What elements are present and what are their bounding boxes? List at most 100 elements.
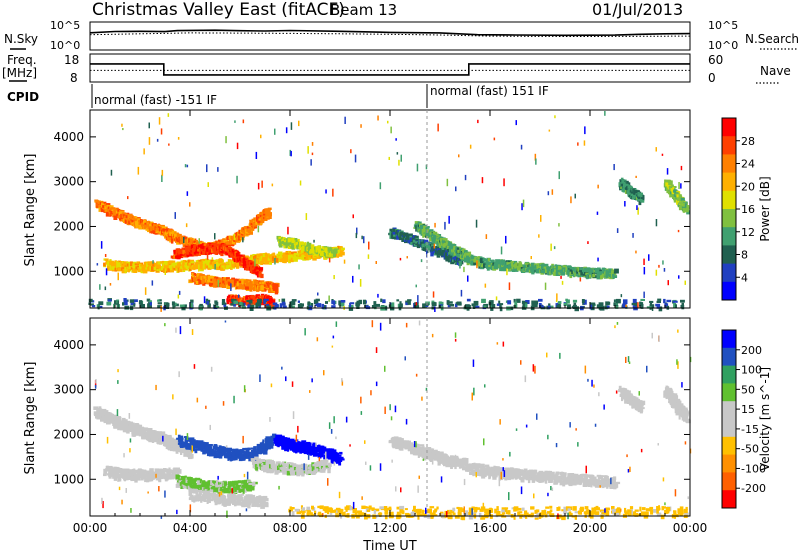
echo-cell	[228, 281, 232, 286]
echo-cell	[181, 248, 185, 251]
freq-tick-right-low: 0	[708, 71, 716, 85]
echo-cell	[214, 279, 217, 282]
echo-cell	[111, 262, 115, 267]
echo-cell	[451, 245, 454, 249]
echo-cell	[327, 247, 332, 252]
echo-cell	[557, 265, 561, 270]
echo-cell	[305, 255, 309, 261]
echo-cell	[306, 242, 312, 247]
freq-unit-label: [MHz]	[2, 66, 37, 80]
echo-cell	[668, 182, 671, 186]
echo-cell	[225, 265, 229, 270]
echo-cell	[223, 284, 227, 287]
echo-cell	[233, 278, 238, 284]
echo-cell	[522, 264, 526, 267]
echo-cell	[321, 246, 324, 249]
echo-cell	[285, 254, 291, 257]
echo-cell	[136, 261, 141, 264]
echo-cell	[162, 262, 166, 267]
echo-cell	[173, 250, 177, 254]
echo-cell	[207, 281, 211, 285]
echo-cell	[224, 250, 227, 254]
echo-cell	[534, 264, 538, 269]
echo-cell	[118, 212, 122, 215]
echo-cell	[552, 267, 557, 270]
echo-cell	[234, 285, 238, 290]
echo-cell	[172, 260, 175, 264]
echo-cell	[450, 253, 454, 257]
echo-cell	[203, 243, 207, 249]
echo-cell	[680, 197, 685, 201]
echo-cell	[456, 257, 460, 261]
echo-cell	[227, 264, 230, 269]
echo-cell	[193, 273, 196, 276]
noise-series-nsky	[89, 29, 691, 37]
echo-cell	[94, 199, 99, 202]
echo-cell	[296, 246, 301, 250]
echo-cell	[624, 183, 628, 188]
echo-cell	[430, 251, 434, 257]
echo-cell	[488, 261, 491, 265]
echo-cell	[117, 262, 121, 268]
echo-cell	[612, 276, 615, 279]
echo-cell	[198, 279, 203, 285]
echo-cell	[452, 259, 455, 262]
echo-cell	[237, 232, 240, 237]
echo-cell	[217, 282, 222, 286]
echo-cell	[407, 240, 411, 244]
echo-cell	[432, 236, 436, 242]
echo-cell	[682, 207, 686, 211]
echo-cell	[633, 190, 638, 195]
echo-cell	[390, 234, 393, 239]
echo-cell	[500, 260, 505, 265]
echo-cell	[635, 190, 640, 193]
echo-cell	[666, 180, 669, 184]
echo-cell	[226, 299, 230, 305]
echo-cell	[191, 248, 196, 252]
echo-cell	[188, 242, 193, 248]
echo-cell	[432, 251, 435, 255]
echo-cell	[245, 257, 249, 261]
echo-cell	[197, 248, 200, 252]
echo-cell	[177, 263, 180, 269]
echo-cell	[243, 278, 248, 282]
echo-cell	[191, 272, 195, 277]
echo-cell	[213, 242, 217, 246]
echo-cell	[291, 251, 295, 254]
echo-cell	[554, 269, 556, 273]
echo-cell	[412, 239, 416, 243]
echo-cell	[176, 255, 181, 260]
echo-cell	[199, 273, 202, 278]
echo-cell	[392, 228, 397, 232]
echo-cell	[495, 260, 500, 263]
echo-cell	[295, 242, 298, 245]
echo-cell	[299, 253, 303, 257]
echo-cell	[297, 256, 302, 260]
echo-cell	[223, 262, 226, 266]
echo-cell	[131, 217, 135, 221]
echo-cell	[456, 262, 461, 266]
echo-cell	[193, 245, 196, 248]
echo-cell	[215, 241, 220, 245]
echo-cell	[569, 271, 573, 275]
echo-cell	[669, 193, 672, 198]
echo-cell	[208, 263, 212, 268]
echo-cell	[586, 268, 589, 272]
echo-cell	[606, 275, 609, 278]
echo-cell	[671, 190, 675, 193]
echo-cell	[326, 250, 330, 254]
echo-cell	[295, 239, 299, 244]
echo-cell	[283, 243, 288, 249]
echo-cell	[402, 233, 406, 238]
echo-cell	[102, 205, 105, 208]
echo-cell	[537, 263, 540, 269]
noise-panel: 10^5 10^0 10^5 10^0	[50, 19, 738, 52]
echo-cell	[571, 270, 575, 275]
echo-cell	[424, 247, 427, 252]
echo-cell	[452, 253, 456, 259]
echo-cell	[238, 254, 243, 257]
power-echo-region-10	[663, 179, 690, 215]
echo-cell	[613, 273, 617, 277]
echo-cell	[526, 265, 529, 268]
echo-cell	[250, 294, 255, 299]
